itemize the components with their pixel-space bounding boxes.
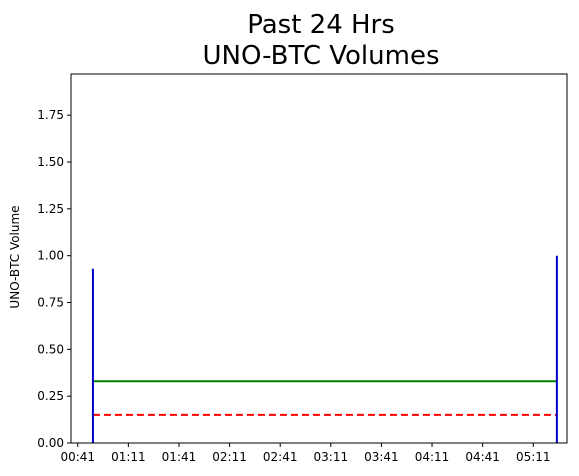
chart-title-line-1: Past 24 Hrs — [247, 10, 395, 40]
y-tick-label-2: 0.50 — [37, 342, 64, 356]
x-tick-label-0: 00:41 — [60, 450, 95, 464]
plot-area: 0.00 0.25 0.50 0.75 1.00 1.25 1.50 1.75 00:41 01:… — [37, 73, 568, 464]
y-tick-label-6: 1.50 — [37, 155, 64, 169]
x-tick-label-8: 04:41 — [465, 450, 500, 464]
x-tick-label-7: 04:11 — [415, 450, 450, 464]
x-tick-label-2: 01:41 — [162, 450, 197, 464]
x-tick-label-9: 05:11 — [516, 450, 551, 464]
y-tick-label-5: 1.25 — [37, 202, 64, 216]
y-tick-label-0: 0.00 — [37, 436, 64, 450]
y-tick-label-4: 1.00 — [37, 249, 64, 263]
x-tick-label-3: 02:11 — [212, 450, 247, 464]
x-tick-label-4: 02:41 — [263, 450, 298, 464]
y-tick-label-7: 1.75 — [37, 108, 64, 122]
plot-frame — [70, 73, 568, 444]
x-tick-label-6: 03:41 — [364, 450, 399, 464]
y-tick-label-1: 0.25 — [37, 389, 64, 403]
y-tick-label-3: 0.75 — [37, 296, 64, 310]
chart-title-line-2: UNO-BTC Volumes — [203, 41, 440, 71]
x-tick-label-5: 03:11 — [314, 450, 349, 464]
y-axis-label: UNO-BTC Volume — [8, 205, 22, 308]
x-tick-label-1: 01:11 — [111, 450, 146, 464]
